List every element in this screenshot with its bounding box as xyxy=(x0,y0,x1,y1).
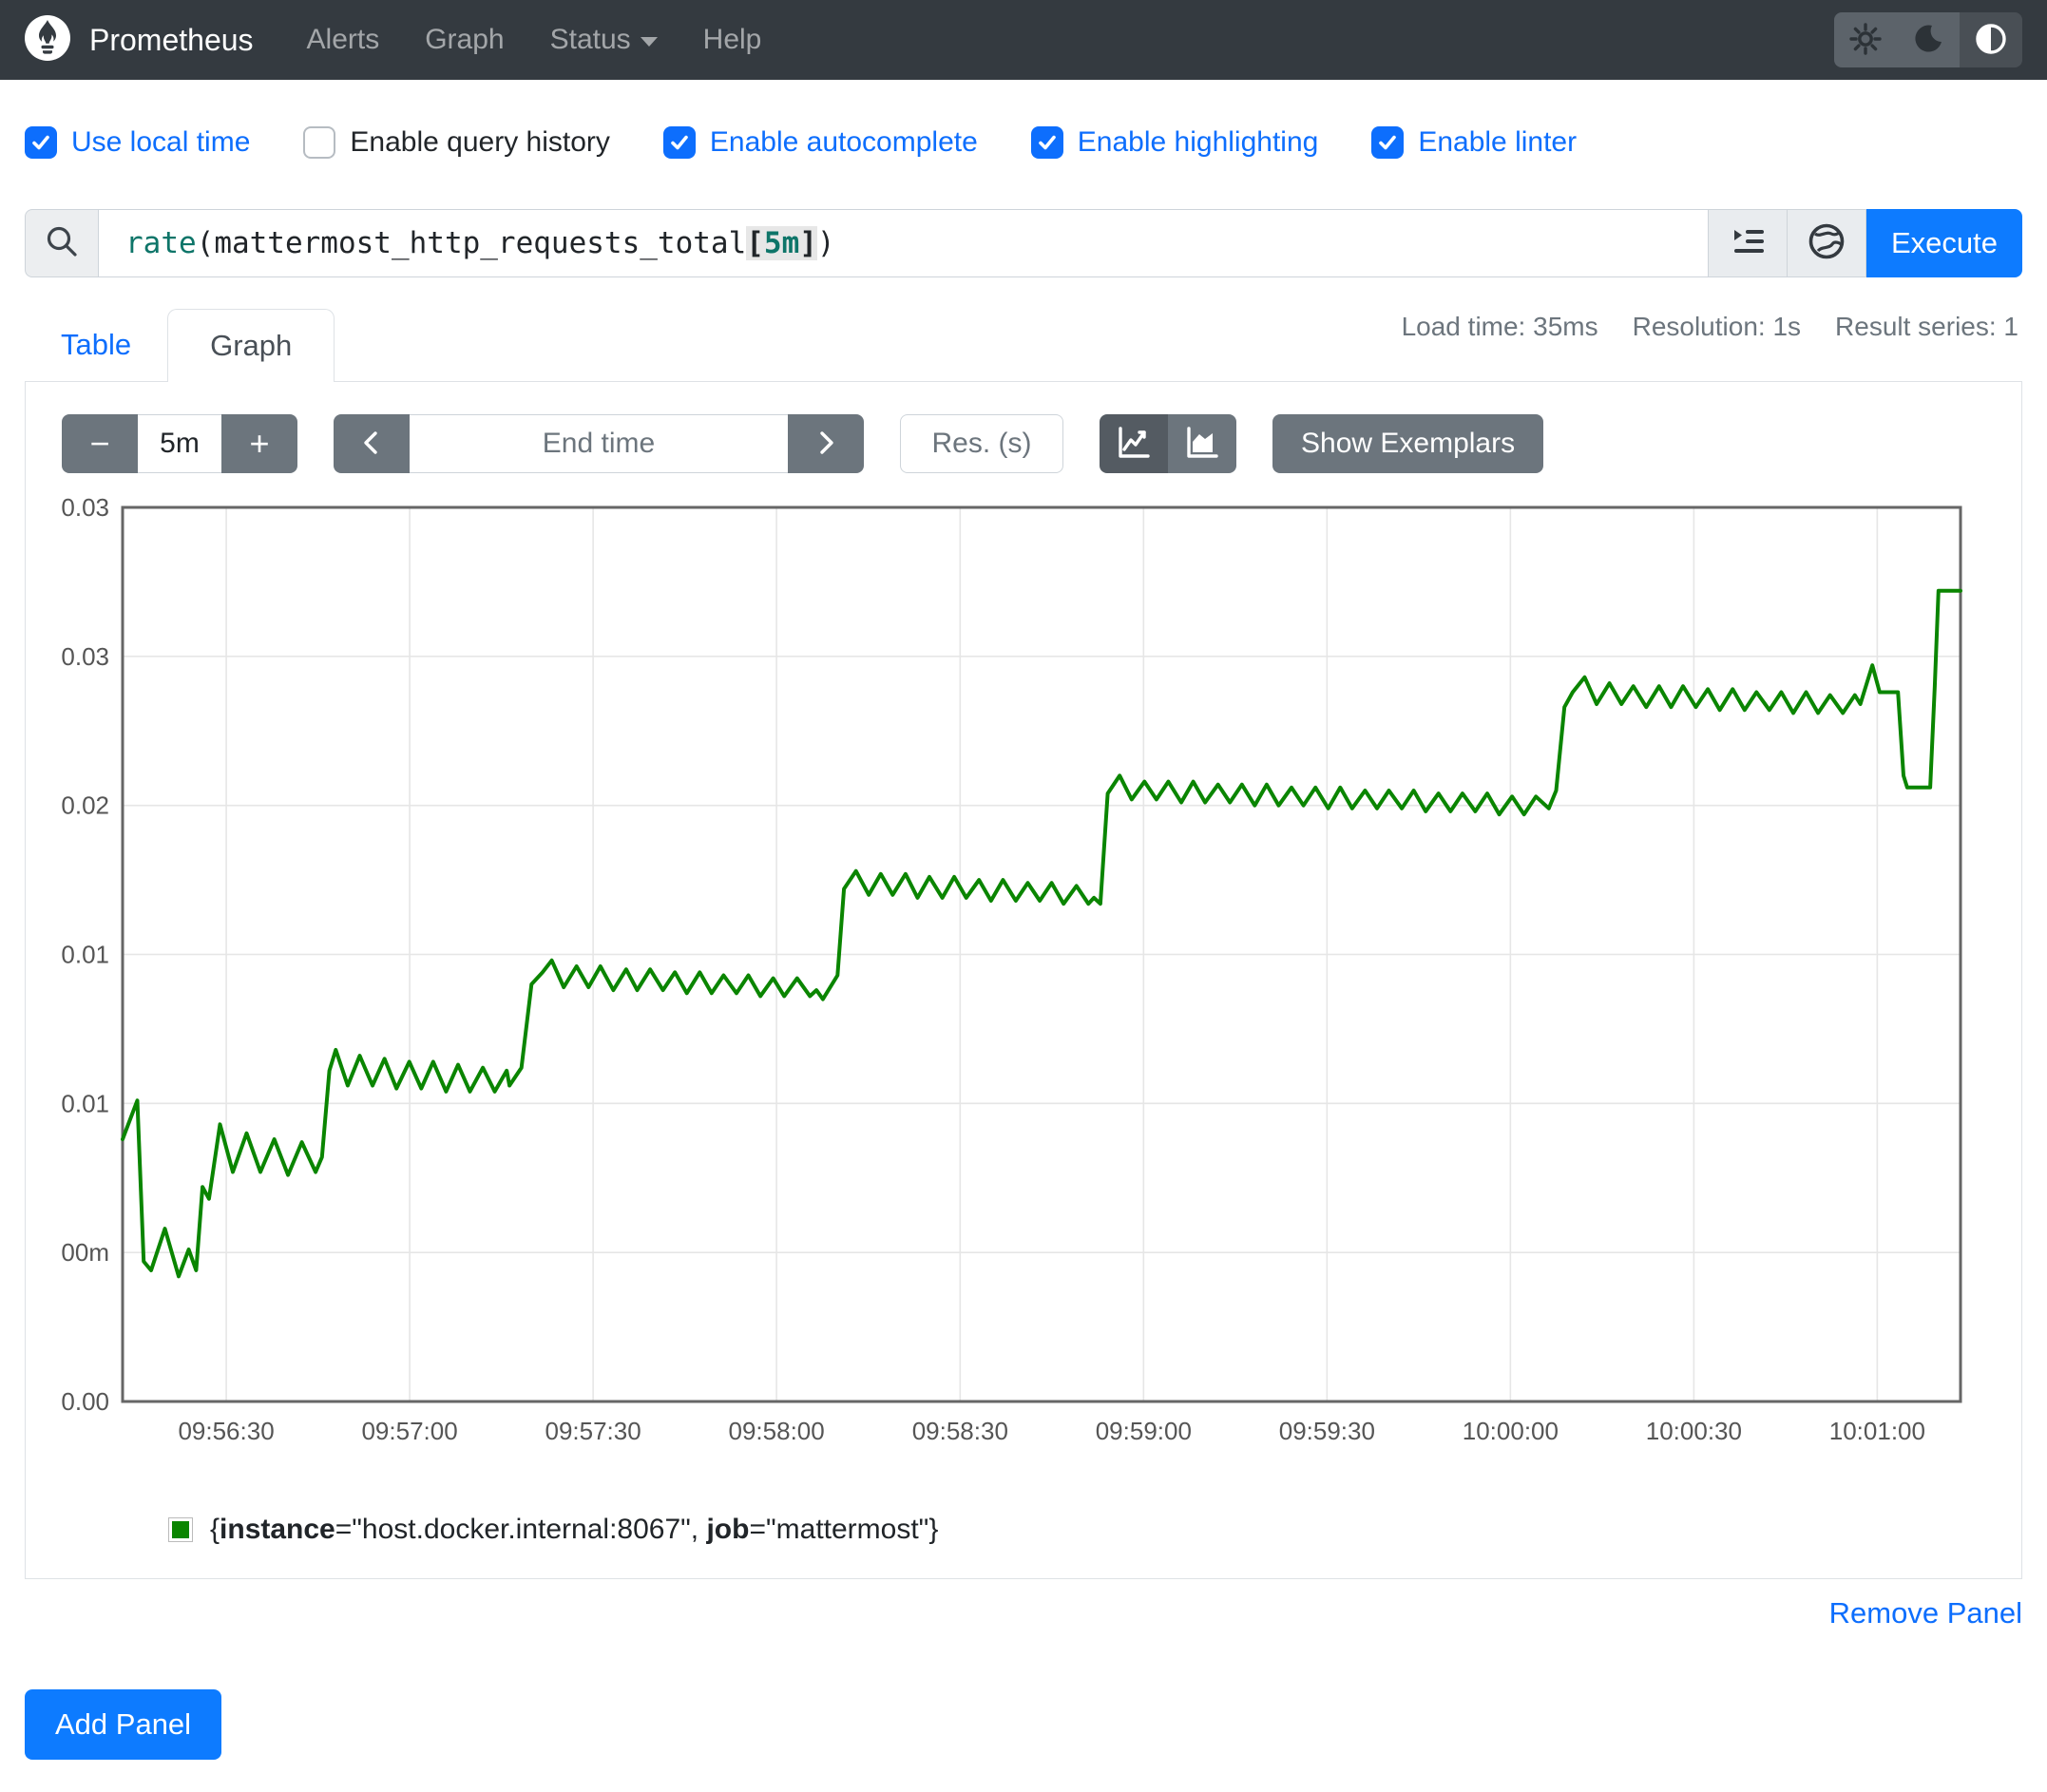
nav-link-help[interactable]: Help xyxy=(702,24,762,55)
svg-text:09:59:30: 09:59:30 xyxy=(1279,1417,1375,1445)
resolution: Resolution: 1s xyxy=(1632,312,1802,341)
decrease-range-button[interactable]: − xyxy=(62,414,138,473)
checkbox-checked[interactable] xyxy=(1030,126,1063,159)
format-expression-button[interactable] xyxy=(1708,209,1788,277)
option-enable-highlighting[interactable]: Enable highlighting xyxy=(1030,126,1319,159)
svg-text:10:00:00: 10:00:00 xyxy=(1463,1417,1559,1445)
nav-links: Alerts Graph Status Help xyxy=(307,24,762,56)
forward-time-button[interactable] xyxy=(788,414,864,473)
nav-link-status[interactable]: Status xyxy=(550,24,658,56)
svg-text:09:57:00: 09:57:00 xyxy=(361,1417,457,1445)
result-series: Result series: 1 xyxy=(1835,312,2018,341)
contrast-icon xyxy=(1975,23,2007,58)
checkbox-checked[interactable] xyxy=(25,126,57,159)
option-label: Enable autocomplete xyxy=(709,126,978,158)
moon-icon xyxy=(1913,24,1943,57)
increase-range-button[interactable]: + xyxy=(221,414,297,473)
tab-graph[interactable]: Graph xyxy=(167,309,335,382)
stacked-chart-icon xyxy=(1184,425,1220,464)
svg-text:0.00: 0.00 xyxy=(62,1387,109,1416)
nav-link-alerts[interactable]: Alerts xyxy=(306,24,380,55)
svg-text:0.03: 0.03 xyxy=(62,496,109,522)
query-stats: Load time: 35ms Resolution: 1s Result se… xyxy=(1402,312,2018,342)
stacked-chart-button[interactable] xyxy=(1168,414,1236,473)
search-icon-addon xyxy=(25,209,99,277)
svg-text:09:59:00: 09:59:00 xyxy=(1096,1417,1192,1445)
checkbox-checked[interactable] xyxy=(662,126,696,159)
query-bar: rate (mattermost_http_requests_total[5m]) xyxy=(25,209,2022,277)
chart[interactable]: 0.00 5.00m 0.01 0.01 0.02 0.03 0.03 09:56:30 09:… xyxy=(41,493,1985,1481)
format-expression-icon xyxy=(1729,222,1767,265)
back-time-button[interactable] xyxy=(334,414,410,473)
svg-text:0.03: 0.03 xyxy=(62,642,109,671)
svg-text:09:57:30: 09:57:30 xyxy=(545,1417,641,1445)
metrics-explorer-button[interactable] xyxy=(1787,209,1866,277)
tab-table[interactable]: Table xyxy=(61,328,132,361)
svg-text:0.02: 0.02 xyxy=(62,791,109,820)
remove-panel-row: Remove Panel xyxy=(25,1596,2022,1630)
svg-text:10:01:00: 10:01:00 xyxy=(1829,1417,1925,1445)
options-row: Use local time Enable query history Enable… xyxy=(25,122,2022,163)
brand-title: Prometheus xyxy=(89,22,254,57)
chart-type-toggle xyxy=(1100,414,1236,473)
option-enable-query-history[interactable]: Enable query history xyxy=(303,126,610,159)
execute-button[interactable]: Execute xyxy=(1866,209,2022,277)
graph-panel: − + xyxy=(25,382,2022,1579)
option-enable-autocomplete[interactable]: Enable autocomplete xyxy=(662,126,978,159)
nav-link-graph[interactable]: Graph xyxy=(425,24,505,55)
brand-link[interactable]: Prometheus xyxy=(25,14,254,66)
range-input[interactable] xyxy=(138,414,221,473)
legend-item[interactable]: {instance="host.docker.internal:8067", j… xyxy=(168,1514,1985,1546)
checkbox-checked[interactable] xyxy=(1371,126,1405,159)
option-label: Enable query history xyxy=(350,126,610,158)
line-chart-icon xyxy=(1116,425,1152,464)
auto-theme-button[interactable] xyxy=(1960,12,2022,67)
show-exemplars-button[interactable]: Show Exemplars xyxy=(1272,414,1544,473)
svg-text:09:58:00: 09:58:00 xyxy=(729,1417,825,1445)
load-time: Load time: 35ms xyxy=(1401,312,1598,341)
expression-input[interactable]: rate (mattermost_http_requests_total[5m]) xyxy=(98,209,1709,277)
range-input-group: − + xyxy=(62,414,297,473)
theme-toggle-group xyxy=(1834,12,2022,67)
option-use-local-time[interactable]: Use local time xyxy=(25,126,250,159)
remove-panel-link[interactable]: Remove Panel xyxy=(1828,1596,2022,1630)
light-theme-button[interactable] xyxy=(1834,12,1897,67)
search-icon xyxy=(44,223,80,264)
svg-text:10:00:30: 10:00:30 xyxy=(1646,1417,1742,1445)
svg-text:5.00m: 5.00m xyxy=(62,1238,109,1267)
dark-theme-button[interactable] xyxy=(1897,12,1960,67)
chevron-right-icon xyxy=(813,424,838,464)
svg-text:09:58:30: 09:58:30 xyxy=(912,1417,1008,1445)
chevron-left-icon xyxy=(359,424,384,464)
svg-text:09:56:30: 09:56:30 xyxy=(178,1417,274,1445)
graph-controls: − + xyxy=(62,414,1985,473)
option-label: Enable linter xyxy=(1418,126,1578,158)
navbar: Prometheus Alerts Graph Status Help xyxy=(0,0,2047,80)
resolution-input[interactable] xyxy=(900,414,1063,473)
option-label: Use local time xyxy=(71,126,251,158)
checkbox-unchecked[interactable] xyxy=(303,126,336,159)
prometheus-logo-icon xyxy=(25,14,70,66)
sun-icon xyxy=(1849,22,1882,58)
tabs-row: Table Graph Load time: 35ms Resolution: … xyxy=(25,302,2022,382)
option-label: Enable highlighting xyxy=(1077,126,1319,158)
svg-text:0.01: 0.01 xyxy=(62,1089,109,1117)
svg-text:0.01: 0.01 xyxy=(62,941,109,969)
end-time-group xyxy=(334,414,864,473)
legend-swatch xyxy=(168,1517,193,1542)
legend-label: {instance="host.docker.internal:8067", j… xyxy=(210,1514,939,1545)
globe-icon xyxy=(1807,221,1846,266)
line-chart-button[interactable] xyxy=(1100,414,1168,473)
option-enable-linter[interactable]: Enable linter xyxy=(1371,126,1577,159)
add-panel-button[interactable]: Add Panel xyxy=(25,1689,222,1760)
end-time-input[interactable] xyxy=(410,414,788,473)
chevron-down-icon xyxy=(640,37,658,47)
